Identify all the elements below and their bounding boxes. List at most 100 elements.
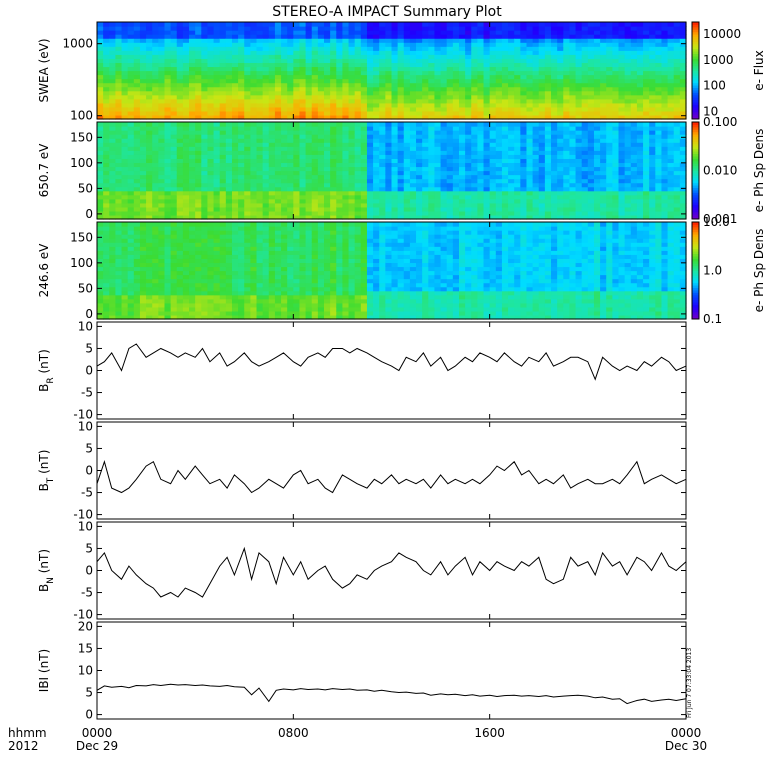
heatmap-cell (139, 62, 147, 68)
heatmap-cell (121, 306, 129, 312)
heatmap-cell (231, 106, 239, 112)
heatmap-cell (201, 74, 209, 80)
heatmap-cell (133, 194, 141, 200)
heatmap-cell (618, 138, 626, 143)
heatmap-cell (416, 22, 423, 27)
heatmap-cell (557, 106, 564, 112)
heatmap-cell (508, 190, 515, 196)
heatmap-cell (133, 302, 141, 308)
heatmap-cell (238, 126, 245, 131)
heatmap-cell (127, 74, 135, 80)
heatmap-cell (189, 58, 196, 64)
heatmap-cell (311, 202, 319, 208)
heatmap-cell (569, 66, 577, 72)
heatmap-cell (385, 74, 393, 80)
heatmap-cell (115, 290, 123, 296)
heatmap-cell (391, 90, 399, 96)
heatmap-cell (170, 186, 178, 192)
heatmap-cell (103, 298, 110, 304)
heatmap-cell (146, 54, 153, 59)
heatmap-cell (219, 154, 227, 159)
heatmap-cell (575, 90, 583, 96)
heatmap-cell (446, 202, 454, 208)
heatmap-cell (342, 142, 350, 147)
heatmap-cell (471, 114, 478, 120)
heatmap-cell (336, 82, 344, 88)
heatmap-cell (256, 26, 264, 31)
heatmap-cell (207, 134, 215, 139)
heatmap-cell (201, 126, 209, 131)
heatmap-cell (354, 158, 362, 164)
heatmap-cell (532, 110, 540, 116)
heatmap-cell (274, 102, 282, 108)
heatmap-cell (250, 94, 258, 100)
heatmap-cell (655, 150, 663, 155)
heatmap-cell (403, 22, 411, 27)
heatmap-cell (483, 174, 491, 180)
heatmap-cell (213, 146, 221, 151)
heatmap-cell (667, 182, 675, 188)
heatmap-cell (287, 142, 294, 147)
heatmap-cell (397, 90, 405, 96)
heatmap-cell (600, 50, 607, 55)
heatmap-cell (679, 190, 687, 196)
heatmap-cell (569, 102, 577, 108)
heatmap-cell (636, 106, 644, 112)
heatmap-cell (133, 162, 141, 168)
heatmap-cell (661, 150, 669, 155)
heatmap-cell (422, 58, 429, 64)
heatmap-cell (262, 58, 270, 64)
heatmap-cell (489, 86, 497, 92)
heatmap-cell (551, 70, 558, 76)
heatmap-cell (256, 114, 264, 120)
heatmap-cell (391, 42, 399, 47)
heatmap-cell (360, 66, 368, 72)
heatmap-cell (152, 170, 159, 176)
heatmap-cell (158, 42, 166, 47)
heatmap-cell (250, 58, 258, 64)
heatmap-cell (281, 210, 288, 216)
heatmap-cell (274, 46, 282, 51)
heatmap-cell (397, 62, 405, 68)
heatmap-cell (661, 98, 669, 104)
heatmap-cell (336, 154, 344, 159)
heatmap-cell (336, 62, 344, 68)
heatmap-cell (532, 90, 540, 96)
heatmap-cell (581, 182, 589, 188)
heatmap-cell (109, 206, 117, 212)
heatmap-cell (152, 242, 159, 247)
heatmap-cell (244, 206, 251, 212)
heatmap-cell (379, 122, 386, 127)
heatmap-cell (176, 34, 184, 39)
heatmap-cell (661, 142, 669, 147)
heatmap-cell (360, 186, 368, 192)
heatmap-cell (195, 26, 202, 31)
heatmap-cell (164, 106, 172, 112)
heatmap-cell (416, 174, 423, 180)
heatmap-cell (195, 62, 202, 68)
heatmap-cell (311, 82, 319, 88)
heatmap-cell (520, 134, 528, 139)
heatmap-cell (164, 102, 172, 108)
heatmap-cell (391, 154, 399, 159)
heatmap-cell (139, 26, 147, 31)
heatmap-cell (164, 26, 172, 31)
heatmap-cell (649, 130, 656, 135)
heatmap-cell (207, 178, 215, 184)
heatmap-cell (679, 94, 687, 100)
heatmap-cell (262, 130, 270, 135)
heatmap-cell (354, 194, 362, 200)
heatmap-cell (109, 142, 117, 147)
heatmap-cell (133, 22, 141, 27)
heatmap-cell (207, 110, 215, 116)
heatmap-cell (170, 66, 178, 72)
heatmap-cell (305, 86, 313, 92)
heatmap-cell (557, 206, 564, 212)
heatmap-cell (563, 202, 571, 208)
heatmap-cell (164, 78, 172, 84)
heatmap-cell (483, 90, 491, 96)
heatmap-cell (324, 70, 331, 76)
heatmap-cell (109, 226, 117, 231)
heatmap-cell (127, 314, 135, 320)
colorbar-segment (692, 63, 699, 67)
